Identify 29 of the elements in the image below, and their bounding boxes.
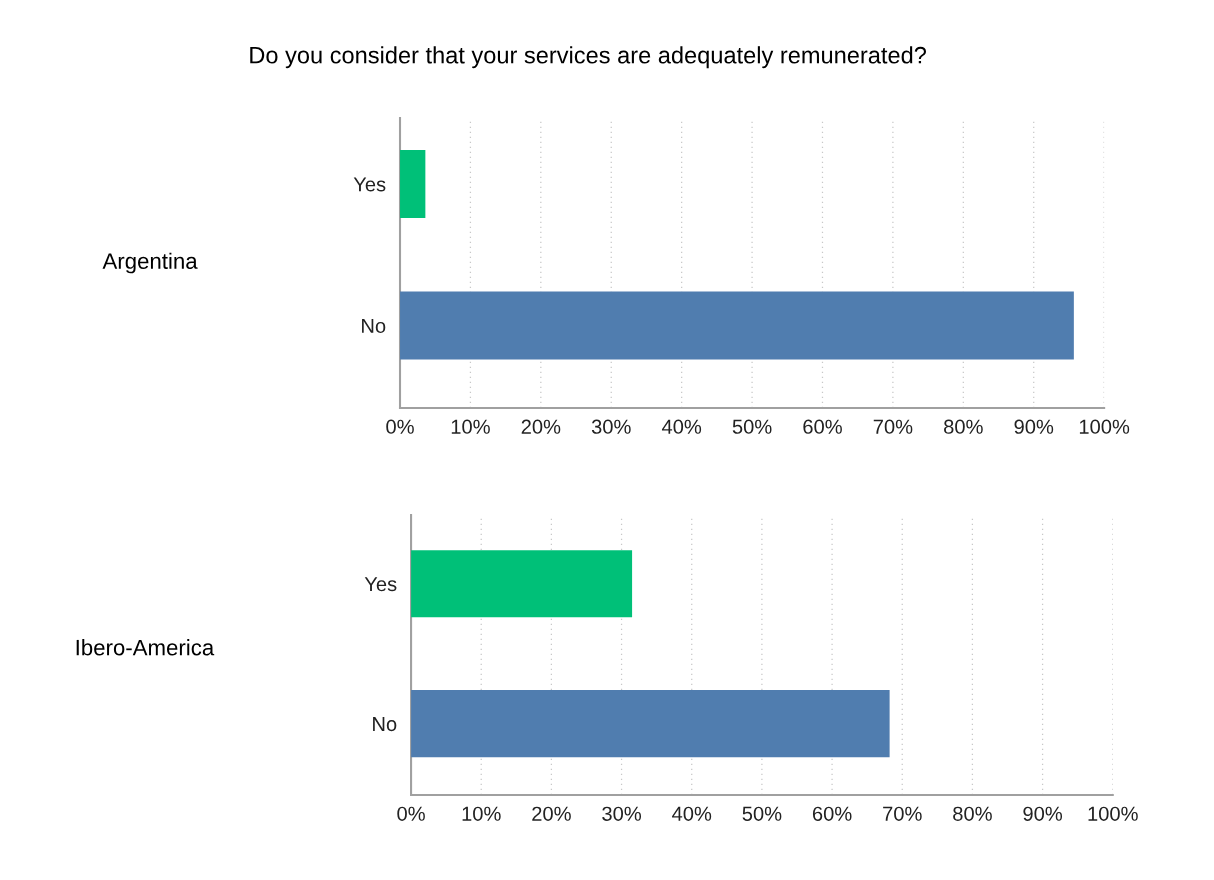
y-axis-title: Ibero-America bbox=[76, 639, 215, 656]
x-tick-label: 60% bbox=[803, 419, 842, 434]
x-tick-label: 20% bbox=[521, 419, 561, 434]
x-tick-label: 90% bbox=[1023, 806, 1063, 821]
x-tick-label: 70% bbox=[873, 419, 913, 434]
x-tick-label: 100% bbox=[1079, 419, 1130, 434]
chart-title: Do you consider that your services are adequately remunerated? bbox=[250, 46, 926, 69]
y-tick-label: No bbox=[362, 318, 386, 333]
y-axis-title: Argentina bbox=[102, 252, 198, 274]
x-tick-label: 20% bbox=[532, 806, 571, 821]
x-tick-label: 90% bbox=[1014, 419, 1054, 434]
x-tick-label: 80% bbox=[944, 419, 983, 434]
x-tick-label: 0% bbox=[386, 419, 414, 434]
x-tick-label: 0% bbox=[397, 806, 425, 821]
y-tick-label: Yes bbox=[364, 577, 397, 592]
x-tick-label: 50% bbox=[742, 806, 782, 821]
y-tick-label: No bbox=[373, 717, 397, 732]
x-tick-label: 30% bbox=[591, 419, 631, 434]
x-tick-label: 40% bbox=[661, 419, 702, 434]
x-tick-label: 30% bbox=[602, 806, 642, 821]
x-tick-label: 80% bbox=[953, 806, 992, 821]
x-tick-label: 40% bbox=[672, 806, 712, 821]
y-tick-label: Yes bbox=[353, 177, 386, 192]
x-tick-label: 100% bbox=[1088, 806, 1138, 821]
x-tick-label: 10% bbox=[451, 419, 490, 434]
x-tick-label: 60% bbox=[812, 806, 852, 821]
x-tick-label: 50% bbox=[732, 419, 772, 434]
x-tick-label: 10% bbox=[462, 806, 501, 821]
x-tick-label: 70% bbox=[883, 806, 922, 821]
